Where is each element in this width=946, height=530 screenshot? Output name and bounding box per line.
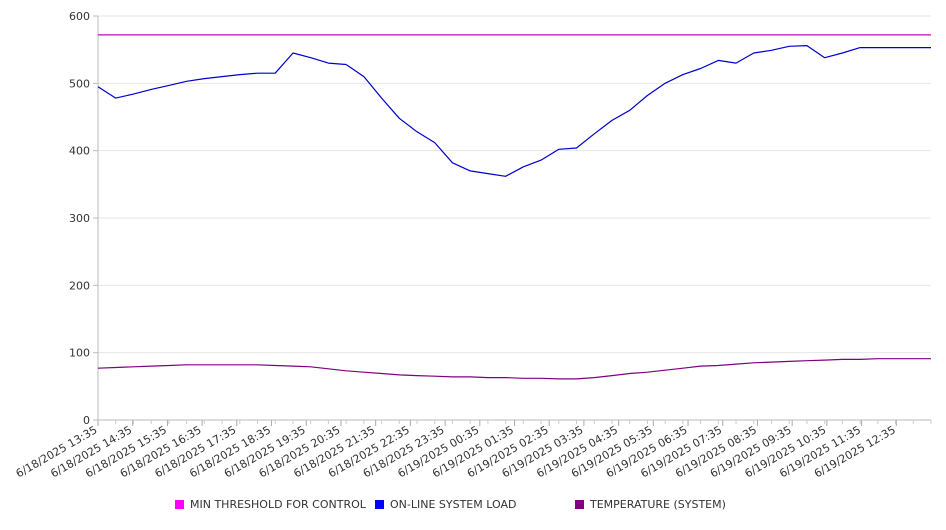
y-tick-label: 0 bbox=[83, 414, 90, 427]
axes bbox=[93, 15, 932, 426]
legend-swatch bbox=[575, 500, 584, 509]
y-tick-label: 400 bbox=[69, 145, 90, 158]
series-line-1 bbox=[97, 44, 931, 177]
y-tick-label: 100 bbox=[69, 347, 90, 360]
y-tick-labels: 0 100 200 300 400 500 600 bbox=[69, 10, 90, 427]
x-tick-labels: 6/18/2025 13:356/18/2025 14:356/18/2025 … bbox=[14, 423, 898, 480]
chart-legend: MIN THRESHOLD FOR CONTROL ON-LINE SYSTEM … bbox=[0, 498, 946, 514]
legend-item: ON-LINE SYSTEM LOAD bbox=[375, 498, 516, 511]
legend-label: MIN THRESHOLD FOR CONTROL bbox=[190, 498, 366, 511]
legend-swatch bbox=[375, 500, 384, 509]
legend-item: MIN THRESHOLD FOR CONTROL bbox=[175, 498, 366, 511]
series-lines bbox=[97, 34, 931, 380]
legend-label: TEMPERATURE (SYSTEM) bbox=[590, 498, 726, 511]
legend-label: ON-LINE SYSTEM LOAD bbox=[390, 498, 517, 511]
legend-item: TEMPERATURE (SYSTEM) bbox=[575, 498, 726, 511]
y-tick-label: 500 bbox=[69, 77, 90, 90]
series-line-2 bbox=[97, 358, 931, 380]
y-tick-label: 300 bbox=[69, 212, 90, 225]
grid-lines bbox=[98, 15, 931, 354]
y-tick-label: 200 bbox=[69, 279, 90, 292]
y-tick-label: 600 bbox=[69, 10, 90, 23]
legend-swatch bbox=[175, 500, 184, 509]
